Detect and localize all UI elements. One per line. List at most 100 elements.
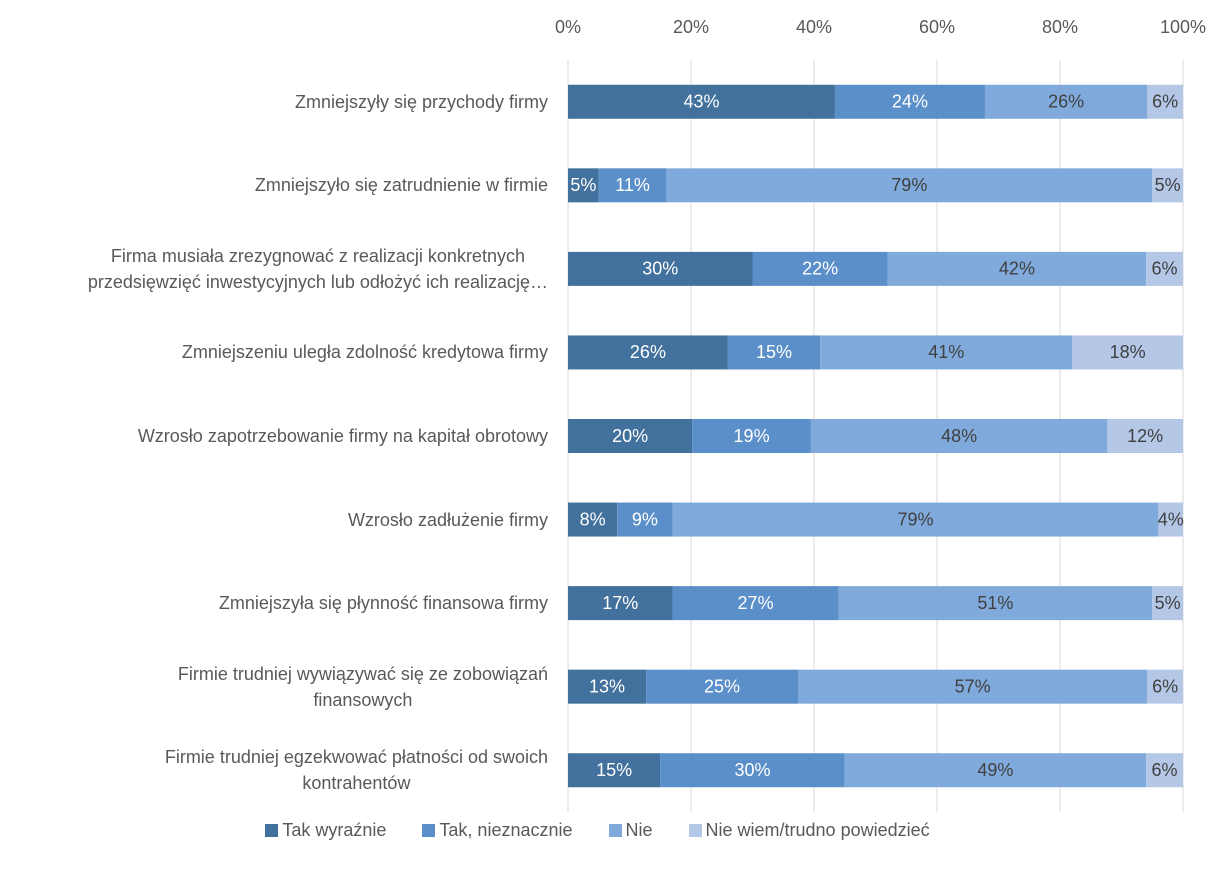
legend-label: Nie bbox=[625, 820, 653, 840]
bar-segment bbox=[568, 419, 693, 453]
bar-segment bbox=[568, 502, 618, 537]
x-tick-label: 0% bbox=[555, 17, 581, 37]
bar-segment bbox=[568, 335, 728, 370]
data-label: 48% bbox=[941, 426, 977, 446]
bar-segment bbox=[568, 753, 661, 788]
data-label: 26% bbox=[630, 342, 666, 362]
category-label: Zmniejszeniu uległa zdolność kredytowa f… bbox=[181, 342, 548, 363]
data-label: 43% bbox=[683, 92, 719, 112]
data-label: 6% bbox=[1152, 676, 1178, 696]
data-label: 79% bbox=[897, 509, 933, 529]
data-label: 51% bbox=[977, 593, 1013, 613]
bar-segment bbox=[568, 586, 673, 621]
bar-segment bbox=[672, 502, 1159, 537]
legend: Tak wyraźnie Tak, nieznacznie Nie Nie wiem/… bbox=[0, 820, 1195, 841]
data-label: 49% bbox=[977, 760, 1013, 780]
category-label: Wzrosło zadłużenie firmy bbox=[347, 509, 548, 530]
data-label: 5% bbox=[570, 175, 596, 195]
data-label: 41% bbox=[928, 342, 964, 362]
data-label: 25% bbox=[704, 676, 740, 696]
bar-segment bbox=[568, 251, 753, 286]
data-label: 8% bbox=[580, 509, 606, 529]
bar-segment bbox=[1147, 669, 1183, 704]
data-label: 5% bbox=[1155, 593, 1181, 613]
legend-item: Nie bbox=[608, 820, 653, 841]
category-label: Firmie trudniej wywiązywać się ze zobowi… bbox=[177, 663, 548, 710]
data-label: 30% bbox=[642, 259, 678, 279]
data-label: 24% bbox=[892, 92, 928, 112]
data-label: 15% bbox=[756, 342, 792, 362]
bar-segment bbox=[834, 84, 985, 119]
x-tick-label: 40% bbox=[796, 17, 832, 37]
legend-swatch bbox=[608, 824, 622, 837]
bar-segment bbox=[1146, 251, 1183, 286]
legend-label: Tak wyraźnie bbox=[282, 820, 387, 840]
data-label: 13% bbox=[589, 676, 625, 696]
category-label: Firmie trudniej egzekwować płatności od … bbox=[164, 747, 548, 794]
bar-segment bbox=[844, 753, 1147, 788]
bar-segment bbox=[1152, 586, 1183, 621]
data-label: 20% bbox=[612, 426, 648, 446]
bar-segment bbox=[810, 419, 1108, 453]
bar-segment bbox=[646, 669, 799, 704]
data-label: 30% bbox=[734, 760, 770, 780]
legend-item: Tak wyraźnie bbox=[265, 820, 386, 841]
legend-swatch bbox=[265, 824, 279, 837]
bar-segment bbox=[798, 669, 1148, 704]
data-label: 11% bbox=[615, 175, 650, 195]
legend-label: Nie wiem/trudno powiedzieć bbox=[705, 820, 930, 840]
data-label: 18% bbox=[1110, 342, 1146, 362]
data-label: 17% bbox=[602, 593, 638, 613]
bar-segment bbox=[1147, 84, 1183, 119]
data-label: 6% bbox=[1152, 760, 1178, 780]
data-label: 27% bbox=[738, 593, 774, 613]
bar-segment bbox=[666, 168, 1153, 203]
bar-segment bbox=[672, 586, 839, 621]
bar-segment bbox=[1152, 168, 1183, 203]
data-label: 42% bbox=[999, 259, 1035, 279]
data-label: 57% bbox=[955, 676, 991, 696]
legend-item: Nie wiem/trudno powiedzieć bbox=[688, 820, 930, 841]
bar-segment bbox=[838, 586, 1153, 621]
x-tick-label: 100% bbox=[1160, 17, 1206, 37]
data-label: 4% bbox=[1158, 509, 1184, 529]
data-label: 15% bbox=[596, 760, 632, 780]
bar-segment bbox=[568, 84, 835, 119]
data-label: 6% bbox=[1152, 92, 1178, 112]
bar-segment bbox=[568, 168, 599, 203]
legend-swatch bbox=[688, 824, 702, 837]
bar-segment bbox=[752, 251, 888, 286]
data-label: 19% bbox=[734, 426, 770, 446]
x-tick-label: 60% bbox=[919, 17, 955, 37]
bar-segment bbox=[617, 502, 673, 537]
bar-segment bbox=[692, 419, 811, 453]
category-label: Zmniejszyły się przychody firmy bbox=[294, 91, 548, 112]
data-label: 6% bbox=[1152, 259, 1178, 279]
data-label: 9% bbox=[632, 509, 658, 529]
bar-segment bbox=[984, 84, 1148, 119]
category-label: Zmniejszyła się płynność finansowa firmy bbox=[218, 593, 548, 614]
bar-segment bbox=[568, 669, 647, 704]
data-label: 79% bbox=[891, 175, 927, 195]
legend-swatch bbox=[422, 824, 436, 837]
bar-segment bbox=[1158, 502, 1183, 537]
bar-segment bbox=[598, 168, 667, 203]
x-tick-label: 80% bbox=[1042, 17, 1078, 37]
legend-item: Tak, nieznacznie bbox=[422, 820, 573, 841]
data-label: 26% bbox=[1048, 92, 1084, 112]
category-label: Firma musiała zrezygnować z realizacji k… bbox=[87, 245, 548, 292]
bar-segment bbox=[727, 335, 821, 370]
x-tick-label: 20% bbox=[673, 17, 709, 37]
data-label: 5% bbox=[1155, 175, 1181, 195]
bar-segment bbox=[1107, 419, 1183, 453]
category-label: Zmniejszyło się zatrudnienie w firmie bbox=[254, 175, 548, 196]
data-label: 12% bbox=[1127, 426, 1163, 446]
bar-segment bbox=[660, 753, 845, 788]
bar-segment bbox=[887, 251, 1147, 286]
data-label: 22% bbox=[802, 259, 838, 279]
bar-segment bbox=[1146, 753, 1183, 788]
legend-label: Tak, nieznacznie bbox=[439, 820, 573, 840]
bar-segment bbox=[820, 335, 1073, 370]
